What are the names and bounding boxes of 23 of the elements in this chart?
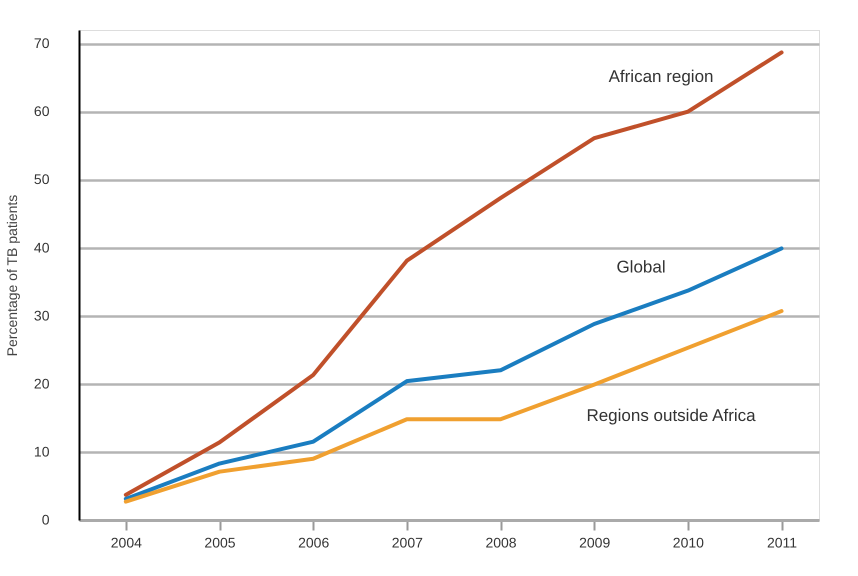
y-tick-label: 40	[34, 239, 50, 256]
series-label: Global	[616, 257, 666, 276]
y-tick-label: 10	[34, 443, 50, 460]
y-tick-label: 30	[34, 307, 50, 324]
x-tick-label: 2005	[204, 534, 236, 550]
x-tick-label: 2011	[766, 534, 798, 550]
line-series	[124, 309, 784, 504]
y-axis-title: Percentage of TB patients	[4, 194, 20, 356]
y-tick-label: 20	[34, 375, 50, 392]
x-tick-label: 2010	[672, 534, 704, 550]
x-tick-label: 2006	[298, 534, 330, 550]
y-tick-label: 0	[42, 512, 50, 528]
line-series	[124, 50, 784, 497]
series-label: African region	[608, 66, 714, 86]
y-tick-label: 70	[34, 35, 50, 52]
x-tick-label: 2008	[485, 534, 517, 550]
y-tick-label: 50	[34, 171, 50, 188]
line-series	[124, 246, 784, 501]
x-tick-label: 2004	[110, 534, 142, 550]
x-tick-label: 2007	[392, 534, 424, 550]
series-label: Regions outside Africa	[586, 406, 756, 426]
y-tick-label: 60	[34, 103, 50, 120]
x-tick-label: 2009	[579, 534, 610, 550]
